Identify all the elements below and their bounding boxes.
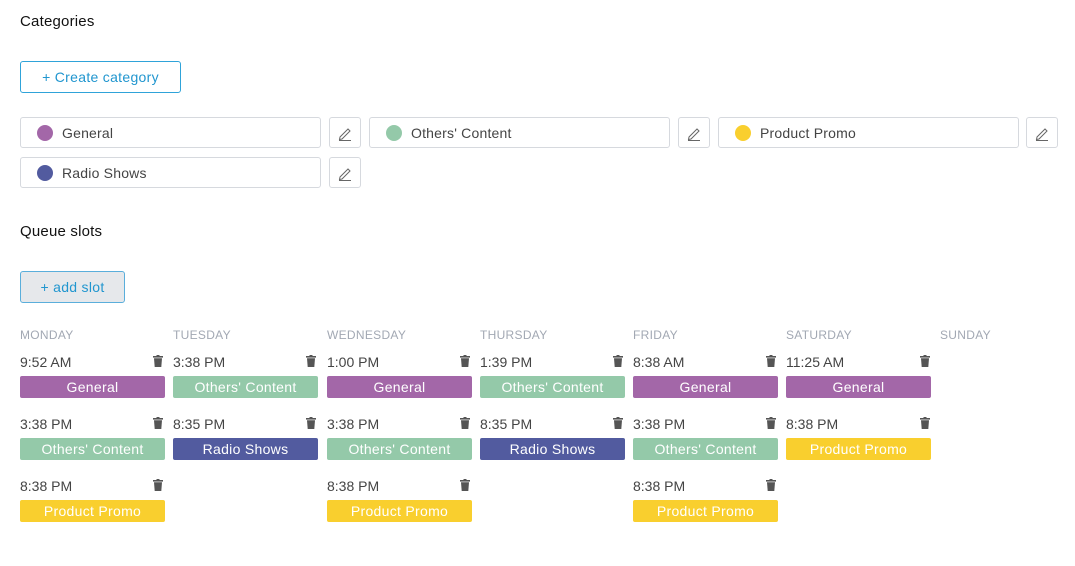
trash-icon[interactable]: [153, 355, 163, 367]
category-label: Others' Content: [411, 124, 512, 141]
trash-icon[interactable]: [920, 417, 930, 429]
slot-category-tag[interactable]: Others' Content: [480, 376, 625, 398]
category-radio-shows[interactable]: Radio Shows: [20, 157, 321, 188]
category-others-content[interactable]: Others' Content: [369, 117, 670, 148]
trash-icon[interactable]: [460, 355, 470, 367]
day-header-sunday: SUNDAY: [940, 328, 991, 342]
slot-time: 8:38 AM: [633, 354, 685, 370]
queue-slots-heading: Queue slots: [20, 223, 103, 240]
slot-time: 1:39 PM: [480, 354, 533, 370]
edit-category-radio-shows-button[interactable]: [329, 157, 361, 188]
slot-category-tag[interactable]: Others' Content: [327, 438, 472, 460]
slot-time: 3:38 PM: [173, 354, 226, 370]
trash-icon[interactable]: [920, 355, 930, 367]
day-header-saturday: SATURDAY: [786, 328, 852, 342]
slot-time: 3:38 PM: [633, 416, 686, 432]
pencil-icon: [687, 127, 700, 141]
pencil-icon: [1035, 127, 1048, 141]
slot-category-tag[interactable]: Others' Content: [20, 438, 165, 460]
category-product-promo[interactable]: Product Promo: [718, 117, 1019, 148]
create-category-button[interactable]: + Create category: [20, 61, 181, 93]
slot-category-tag[interactable]: General: [786, 376, 931, 398]
pencil-icon: [338, 127, 351, 141]
trash-icon[interactable]: [306, 417, 316, 429]
trash-icon[interactable]: [613, 355, 623, 367]
slot-time: 8:38 PM: [786, 416, 839, 432]
slot-category-tag[interactable]: General: [633, 376, 778, 398]
edit-category-others-content-button[interactable]: [678, 117, 710, 148]
edit-category-product-promo-button[interactable]: [1026, 117, 1058, 148]
slot-category-tag[interactable]: Product Promo: [20, 500, 165, 522]
day-header-thursday: THURSDAY: [480, 328, 548, 342]
slot-category-tag[interactable]: General: [327, 376, 472, 398]
day-header-tuesday: TUESDAY: [173, 328, 231, 342]
trash-icon[interactable]: [613, 417, 623, 429]
slot-time: 3:38 PM: [327, 416, 380, 432]
trash-icon[interactable]: [153, 417, 163, 429]
slot-time: 8:35 PM: [480, 416, 533, 432]
category-color-dot: [735, 124, 751, 141]
trash-icon[interactable]: [460, 417, 470, 429]
slot-category-tag[interactable]: Product Promo: [633, 500, 778, 522]
trash-icon[interactable]: [460, 479, 470, 491]
slot-category-tag[interactable]: Radio Shows: [480, 438, 625, 460]
categories-heading: Categories: [20, 13, 95, 30]
slot-time: 11:25 AM: [786, 354, 845, 370]
trash-icon[interactable]: [766, 355, 776, 367]
category-color-dot: [386, 124, 402, 141]
add-slot-button[interactable]: + add slot: [20, 271, 125, 303]
day-header-wednesday: WEDNESDAY: [327, 328, 407, 342]
slot-category-tag[interactable]: General: [20, 376, 165, 398]
trash-icon[interactable]: [306, 355, 316, 367]
trash-icon[interactable]: [766, 479, 776, 491]
category-label: General: [62, 124, 114, 141]
day-header-monday: MONDAY: [20, 328, 74, 342]
slot-time: 8:38 PM: [327, 478, 380, 494]
slot-time: 8:35 PM: [173, 416, 226, 432]
pencil-icon: [338, 167, 351, 181]
category-color-dot: [37, 164, 53, 181]
trash-icon[interactable]: [153, 479, 163, 491]
slot-time: 3:38 PM: [20, 416, 73, 432]
slot-time: 8:38 PM: [633, 478, 686, 494]
slot-time: 9:52 AM: [20, 354, 72, 370]
category-label: Radio Shows: [62, 164, 147, 181]
category-color-dot: [37, 124, 53, 141]
slot-time: 8:38 PM: [20, 478, 73, 494]
category-general[interactable]: General: [20, 117, 321, 148]
category-label: Product Promo: [760, 124, 856, 141]
slot-category-tag[interactable]: Others' Content: [173, 376, 318, 398]
slot-time: 1:00 PM: [327, 354, 380, 370]
slot-category-tag[interactable]: Others' Content: [633, 438, 778, 460]
day-header-friday: FRIDAY: [633, 328, 678, 342]
slot-category-tag[interactable]: Product Promo: [786, 438, 931, 460]
edit-category-general-button[interactable]: [329, 117, 361, 148]
slot-category-tag[interactable]: Product Promo: [327, 500, 472, 522]
slot-category-tag[interactable]: Radio Shows: [173, 438, 318, 460]
trash-icon[interactable]: [766, 417, 776, 429]
